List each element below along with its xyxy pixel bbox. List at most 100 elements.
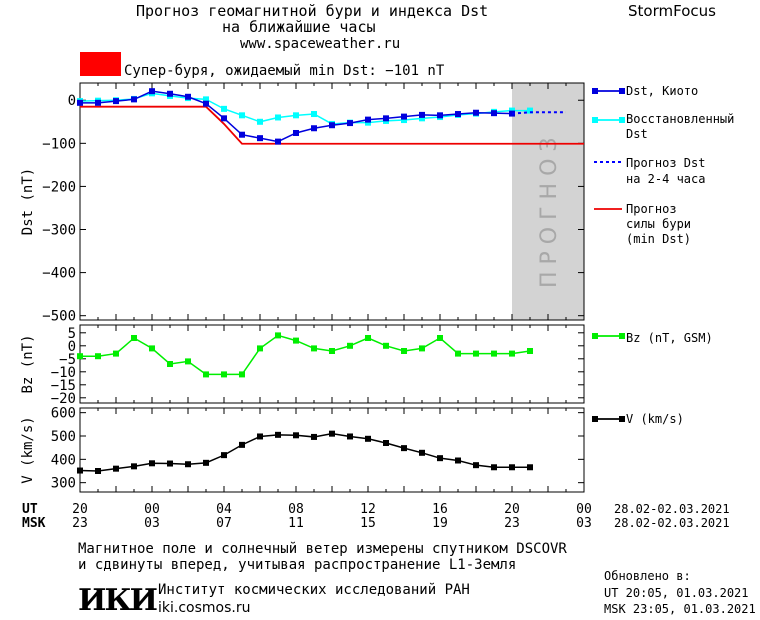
solar-wind-speed-point [419, 449, 425, 456]
dst-kyoto-point [275, 138, 281, 145]
solar-wind-speed-point [455, 457, 461, 464]
legend-bz-swatch-marker [592, 333, 598, 339]
dst-kyoto-point [419, 111, 425, 118]
dst-y-axis-label: Dst (nT) [20, 168, 36, 235]
dst-y-tick-label: −400 [42, 266, 76, 282]
solar-wind-speed-point [527, 464, 533, 471]
restored-dst-point [203, 96, 209, 103]
solar-wind-speed-point [239, 441, 245, 448]
dst-kyoto-point [257, 135, 263, 142]
dst-kyoto-point [167, 90, 173, 97]
legend-restored-swatch-marker [619, 117, 625, 123]
dst-panel-frame [79, 82, 585, 321]
solar-wind-speed-point [365, 435, 371, 442]
dst-kyoto-point [509, 110, 515, 117]
bz-point [419, 345, 425, 352]
dst-kyoto-point [491, 110, 497, 117]
legend-forecast-label-1: Прогноз Dst [626, 156, 706, 170]
bz-point [437, 335, 443, 341]
dst-y-tick-label: −300 [42, 223, 76, 239]
updated-ut: UT 20:05, 01.03.2021 [604, 586, 749, 600]
bz-y-tick-label: −5 [59, 352, 76, 368]
dst-kyoto-point [185, 93, 191, 100]
storm-level-swatch [80, 52, 121, 76]
storm-banner-text: Супер-буря, ожидаемый min Dst: −101 nT [124, 63, 445, 79]
restored-dst-point [293, 112, 299, 119]
brand-name: StormFocus [628, 2, 716, 20]
dst-kyoto-point [77, 99, 83, 106]
ut-tick-label: 20 [504, 502, 520, 517]
legend-forecast-label-2: на 2-4 часа [626, 172, 706, 186]
legend-bz-label: Bz (nT, GSM) [626, 331, 713, 345]
restored-dst-point [401, 117, 407, 124]
ut-tick-label: 08 [288, 502, 304, 517]
msk-tick-label: 03 [576, 516, 592, 531]
bz-point [113, 350, 119, 357]
v-y-tick-label: 300 [51, 476, 76, 492]
v-y-axis-label: V (km/s) [20, 416, 36, 483]
source-url[interactable]: www.spaceweather.ru [240, 36, 401, 52]
bz-point [383, 342, 389, 349]
solar-wind-speed-point [203, 459, 209, 466]
legend-storm-label-1: Прогноз [626, 202, 677, 216]
dst-kyoto-point [203, 100, 209, 107]
dst-kyoto-point [221, 115, 227, 122]
legend-restored-swatch-marker [592, 117, 598, 123]
legend-storm-label-3: (min Dst) [626, 232, 692, 246]
msk-tick-label: 23 [504, 516, 520, 531]
dst-kyoto-point [473, 109, 479, 116]
v-panel-frame [79, 407, 585, 493]
legend-restored-label-2: Dst [626, 127, 648, 141]
restored-dst-point [527, 107, 533, 114]
dst-kyoto-point [311, 125, 317, 132]
msk-tick-label: 23 [72, 516, 88, 531]
institute-url[interactable]: iki.cosmos.ru [158, 600, 251, 616]
ut-date-range: 28.02-02.03.2021 [614, 502, 730, 516]
bz-point [347, 342, 353, 349]
v-y-tick-label: 400 [51, 452, 76, 468]
forecast-band [512, 83, 584, 320]
legend-v-swatch-marker [619, 416, 625, 422]
bz-point [167, 361, 173, 367]
storm-forecast-line [80, 105, 584, 145]
restored-dst-point [311, 111, 317, 118]
ut-tick-label: 04 [216, 502, 232, 517]
dst-y-tick-label: −500 [42, 309, 76, 325]
dst-kyoto-point [401, 113, 407, 120]
solar-wind-speed-point [293, 432, 299, 439]
msk-tick-label: 19 [432, 516, 448, 531]
bz-y-tick-label: 0 [68, 339, 76, 355]
ut-tick-label: 12 [360, 502, 376, 517]
bz-point [527, 348, 533, 354]
bz-line [80, 334, 531, 376]
dst-kyoto-point [437, 112, 443, 119]
solar-wind-speed-point [185, 461, 191, 468]
bz-point [131, 335, 137, 341]
solar-wind-speed-point [509, 464, 515, 471]
bz-point [275, 332, 281, 339]
restored-dst-point [419, 115, 425, 122]
bz-point [239, 371, 245, 378]
bz-y-tick-label: −20 [51, 391, 76, 407]
legend-bz-swatch-marker [619, 333, 625, 339]
v-y-tick-label: 600 [51, 406, 76, 422]
dst-y-tick-label: −100 [42, 136, 76, 152]
solar-wind-speed-point [311, 433, 317, 440]
solar-wind-speed-point [167, 460, 173, 467]
restored-dst-point [509, 107, 515, 114]
solar-wind-speed-point [95, 468, 101, 474]
bz-point [149, 345, 155, 352]
ut-axis-label: UT [22, 502, 38, 517]
legend-dst-label: Dst, Киото [626, 84, 699, 98]
solar-wind-speed-point [401, 445, 407, 452]
bz-y-tick-label: −15 [51, 378, 76, 394]
solar-wind-speed-line [79, 432, 530, 472]
bz-point [401, 348, 407, 354]
footer-note-line2: и сдвинуты вперед, учитывая распростране… [78, 557, 517, 573]
ut-tick-label: 00 [576, 502, 592, 517]
legend-dst-swatch-marker [619, 88, 625, 94]
dst-kyoto-point [329, 122, 335, 129]
bz-point [473, 350, 479, 357]
dst-kyoto-point [365, 116, 371, 123]
solar-wind-speed-point [149, 460, 155, 467]
